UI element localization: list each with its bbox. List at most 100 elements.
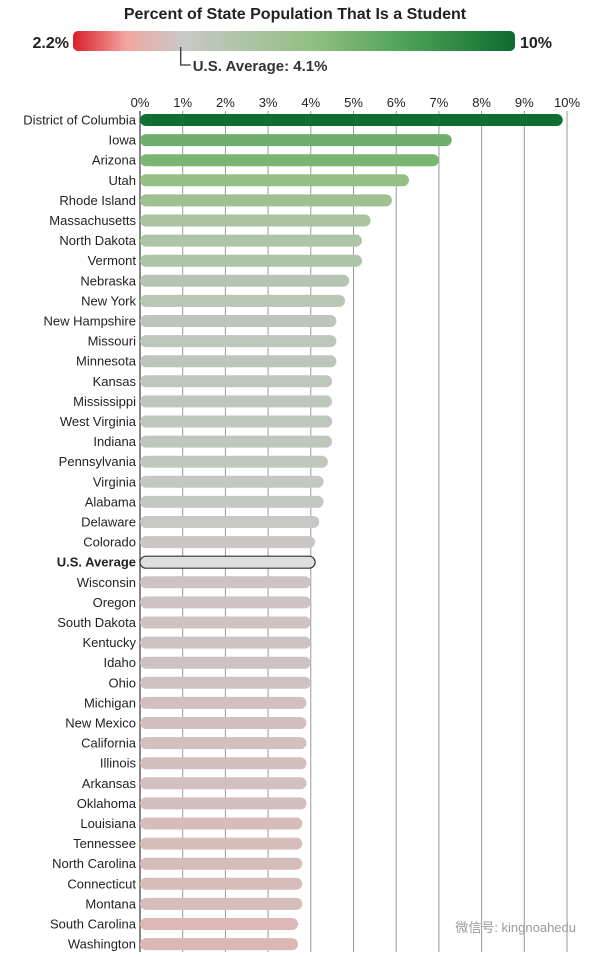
tick-label: 8% bbox=[472, 95, 491, 110]
bar-north-carolina bbox=[140, 857, 303, 870]
tick-label: 9% bbox=[515, 95, 534, 110]
category-label: New York bbox=[81, 293, 136, 308]
category-label: Louisiana bbox=[80, 816, 136, 831]
legend-average-label: U.S. Average: 4.1% bbox=[193, 58, 328, 75]
category-label: Washington bbox=[68, 937, 136, 952]
bar-new-mexico bbox=[140, 717, 307, 729]
bar-illinois bbox=[140, 757, 307, 770]
bar-delaware bbox=[140, 516, 320, 528]
bar-new-hampshire bbox=[140, 315, 337, 327]
bar-oregon bbox=[140, 596, 311, 609]
tick-label: 3% bbox=[259, 95, 278, 110]
bar-minnesota bbox=[140, 355, 337, 368]
bar-iowa bbox=[140, 134, 452, 147]
chart-title: Percent of State Population That Is a St… bbox=[124, 6, 467, 23]
bar-indiana bbox=[140, 435, 333, 448]
legend-color-bar bbox=[73, 31, 515, 51]
category-label: Idaho bbox=[103, 655, 136, 670]
bar-michigan bbox=[140, 696, 307, 709]
legend-average-marker bbox=[180, 47, 191, 66]
bar-kentucky bbox=[140, 636, 311, 649]
category-label: U.S. Average bbox=[57, 555, 136, 570]
bar-u-s-average bbox=[139, 555, 316, 569]
bar-mississippi bbox=[140, 395, 333, 408]
category-label: Alabama bbox=[85, 494, 137, 509]
category-label: Minnesota bbox=[76, 354, 137, 369]
category-label: Colorado bbox=[83, 535, 136, 550]
bar-montana bbox=[140, 897, 303, 910]
tick-label: 6% bbox=[387, 95, 406, 110]
category-label: Pennsylvania bbox=[59, 454, 137, 469]
category-label: Vermont bbox=[88, 253, 137, 268]
bar-oklahoma bbox=[140, 797, 307, 810]
bar-district-of-columbia bbox=[140, 114, 563, 126]
category-label: South Dakota bbox=[57, 615, 137, 630]
tick-label: 1% bbox=[173, 95, 192, 110]
tick-label: 5% bbox=[344, 95, 363, 110]
bar-washington bbox=[140, 938, 298, 951]
bar-arkansas bbox=[140, 777, 307, 790]
category-label: North Carolina bbox=[52, 856, 137, 871]
category-label: Virginia bbox=[93, 474, 137, 489]
bar-missouri bbox=[140, 335, 337, 348]
watermark: 微信号: kingnoahedu bbox=[455, 920, 576, 935]
bar-tennessee bbox=[140, 837, 303, 850]
category-label: New Mexico bbox=[65, 716, 136, 731]
bar-alabama bbox=[140, 495, 324, 508]
bar-virginia bbox=[140, 475, 324, 488]
bar-colorado bbox=[140, 536, 316, 549]
category-label: Delaware bbox=[81, 515, 136, 530]
category-label: Oklahoma bbox=[77, 796, 137, 811]
category-label: West Virginia bbox=[60, 414, 137, 429]
bar-utah bbox=[140, 174, 409, 187]
bar-south-carolina bbox=[140, 918, 298, 930]
bar-pennsylvania bbox=[140, 455, 328, 468]
bar-west-virginia bbox=[140, 415, 333, 428]
x-axis-ticks: 0% 1% 2% 3% 4% 5% 6% 7% 8% 9% 10% bbox=[131, 95, 581, 110]
category-label: North Dakota bbox=[59, 233, 136, 248]
category-label: Massachusetts bbox=[49, 213, 136, 228]
category-label: Tennessee bbox=[73, 836, 136, 851]
category-label: Iowa bbox=[109, 133, 137, 148]
category-label: Wisconsin bbox=[77, 575, 136, 590]
category-label: District of Columbia bbox=[23, 113, 136, 128]
category-label: Rhode Island bbox=[59, 193, 136, 208]
bar-nebraska bbox=[140, 274, 350, 287]
category-label: Nebraska bbox=[80, 273, 136, 288]
category-label: Illinois bbox=[100, 756, 137, 771]
bar-north-dakota bbox=[140, 234, 362, 247]
category-label: Mississippi bbox=[73, 394, 136, 409]
gridlines bbox=[139, 111, 568, 952]
category-label: Ohio bbox=[109, 675, 136, 690]
category-label: South Carolina bbox=[50, 917, 137, 932]
category-label: Missouri bbox=[88, 334, 137, 349]
bars bbox=[139, 114, 563, 951]
category-label: Michigan bbox=[84, 695, 136, 710]
category-label: Arizona bbox=[92, 153, 137, 168]
tick-label: 7% bbox=[430, 95, 449, 110]
category-label: California bbox=[81, 736, 137, 751]
category-label: Montana bbox=[85, 896, 136, 911]
category-label: Connecticut bbox=[67, 876, 136, 891]
bar-wisconsin bbox=[140, 576, 311, 589]
tick-label: 2% bbox=[216, 95, 235, 110]
bar-connecticut bbox=[140, 877, 303, 890]
tick-label: 10% bbox=[554, 95, 580, 110]
bar-ohio bbox=[140, 676, 311, 689]
bar-california bbox=[140, 737, 307, 750]
bar-louisiana bbox=[140, 817, 303, 830]
bar-rhode-island bbox=[140, 194, 392, 207]
category-label: Oregon bbox=[93, 595, 136, 610]
category-label: Utah bbox=[109, 173, 136, 188]
legend-max-label: 10% bbox=[520, 35, 552, 52]
category-label: New Hampshire bbox=[44, 314, 136, 329]
bar-idaho bbox=[140, 656, 311, 669]
category-label: Kentucky bbox=[83, 635, 137, 650]
category-labels: District of Columbia Iowa Arizona Utah Rhode… bbox=[23, 113, 136, 952]
category-label: Arkansas bbox=[82, 776, 137, 791]
bar-massachusetts bbox=[140, 214, 371, 227]
bar-south-dakota bbox=[140, 616, 311, 629]
bar-new-york bbox=[140, 294, 345, 307]
category-label: Indiana bbox=[93, 434, 136, 449]
legend-min-label: 2.2% bbox=[33, 35, 69, 52]
